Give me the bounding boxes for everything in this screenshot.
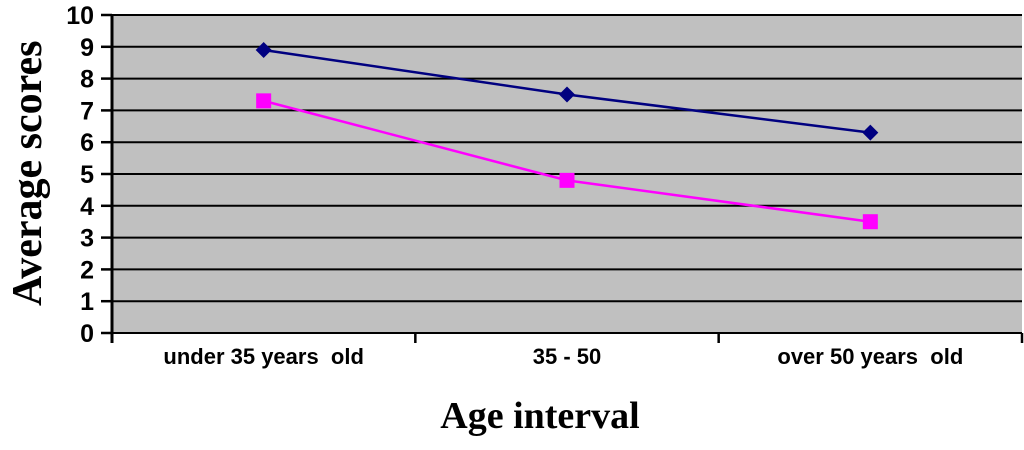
y-tick-label: 1 <box>80 288 94 316</box>
y-tick-label: 3 <box>80 225 94 253</box>
data-point-diamond <box>862 124 879 141</box>
y-tick-label: 9 <box>80 34 94 62</box>
category-label: under 35 years old <box>163 344 364 369</box>
y-tick-label: 5 <box>80 161 94 189</box>
y-tick-label: 7 <box>80 97 94 125</box>
y-tick-label: 2 <box>80 256 94 284</box>
data-point-square <box>862 214 878 230</box>
y-tick-label: 6 <box>80 129 94 157</box>
data-point-square <box>256 93 272 109</box>
y-tick-label: 8 <box>80 66 94 94</box>
data-point-diamond <box>559 86 575 103</box>
x-axis-title: Age interval <box>440 395 640 437</box>
y-tick-label: 10 <box>66 2 94 30</box>
category-label: 35 - 50 <box>533 344 602 369</box>
data-point-diamond <box>255 41 272 58</box>
y-tick-label: 4 <box>80 193 94 221</box>
y-tick-label: 0 <box>80 320 94 348</box>
category-label: over 50 years old <box>777 344 963 369</box>
data-point-square <box>559 172 575 188</box>
